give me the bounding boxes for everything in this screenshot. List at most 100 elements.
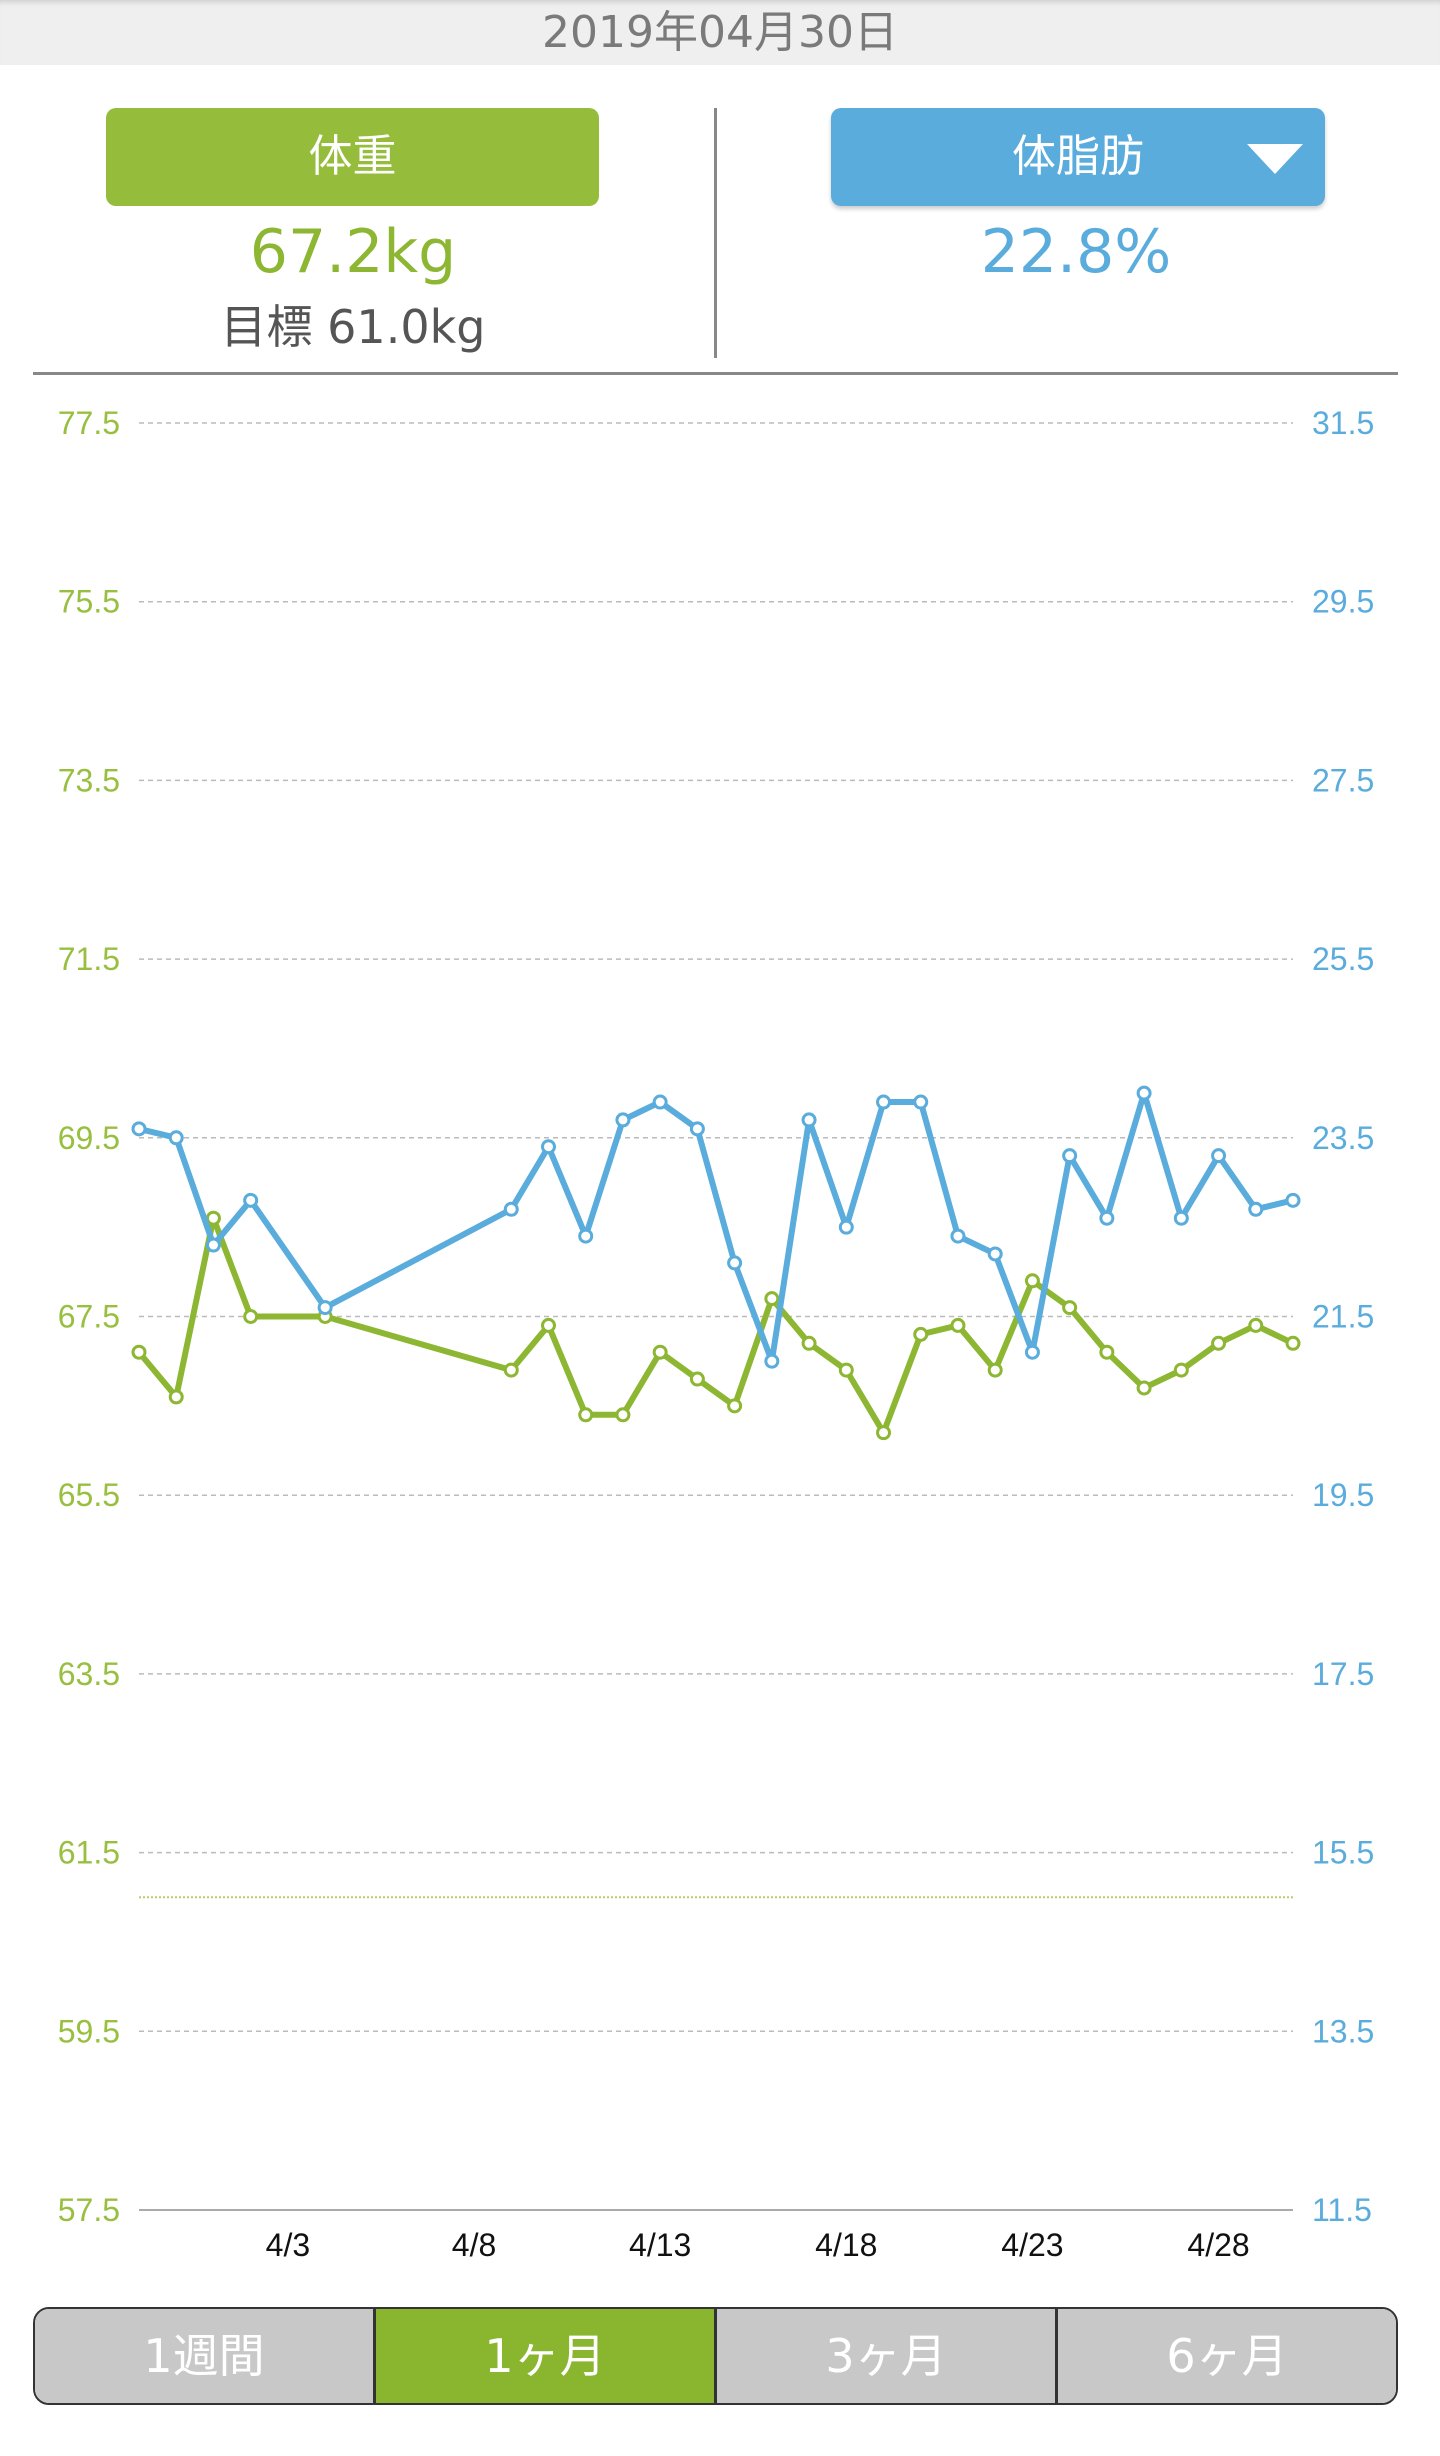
data-point-weight <box>876 1425 892 1441</box>
tab-3[interactable]: 3ヶ月 <box>717 2309 1058 2403</box>
data-point-weight <box>1136 1380 1152 1396</box>
data-point-fat <box>689 1121 705 1137</box>
data-point-weight <box>838 1362 854 1378</box>
data-point-fat <box>950 1228 966 1244</box>
data-point-weight <box>540 1317 556 1333</box>
data-point-fat <box>652 1094 668 1110</box>
y-left-tick-label: 57.5 <box>58 2192 120 2228</box>
weight-value: 67.2kg <box>249 217 457 287</box>
data-point-weight <box>689 1371 705 1387</box>
data-point-fat <box>578 1228 594 1244</box>
data-point-weight <box>652 1344 668 1360</box>
tab-1[interactable]: 1週間 <box>35 2309 376 2403</box>
y-right-tick-label: 25.5 <box>1312 941 1374 977</box>
y-left-tick-label: 71.5 <box>58 941 120 977</box>
data-point-weight <box>503 1362 519 1378</box>
data-point-weight <box>131 1344 147 1360</box>
data-point-fat <box>987 1246 1003 1262</box>
y-left-tick-label: 77.5 <box>58 405 120 441</box>
y-right-tick-label: 19.5 <box>1312 1477 1374 1513</box>
y-left-tick-label: 59.5 <box>58 2013 120 2049</box>
data-point-weight <box>615 1407 631 1423</box>
weight-fat-chart: 77.5 31.5 75.5 29.5 73.5 27.5 71.5 25.5 69.5 23.5… <box>58 405 1375 2263</box>
data-point-weight <box>950 1317 966 1333</box>
data-point-fat <box>1024 1344 1040 1360</box>
tab-4[interactable]: 6ヶ月 <box>1058 2309 1396 2403</box>
data-point-fat <box>205 1237 221 1253</box>
fat-button-label: 体脂肪 <box>1012 131 1144 182</box>
x-tick-label: 4/18 <box>815 2227 877 2263</box>
data-point-fat <box>131 1121 147 1137</box>
data-point-fat <box>801 1112 817 1128</box>
data-point-fat <box>540 1139 556 1155</box>
data-point-weight <box>987 1362 1003 1378</box>
data-point-weight <box>1248 1317 1264 1333</box>
data-point-fat <box>1211 1148 1227 1164</box>
data-point-weight <box>1024 1273 1040 1289</box>
data-point-weight <box>1062 1300 1078 1316</box>
data-point-fat <box>838 1219 854 1235</box>
y-left-tick-label: 63.5 <box>58 1656 120 1692</box>
y-left-tick-label: 69.5 <box>58 1120 120 1156</box>
data-point-weight <box>168 1389 184 1405</box>
data-point-fat <box>1285 1192 1301 1208</box>
x-tick-label: 4/3 <box>266 2227 310 2263</box>
period-tabs: 1週間 1ヶ月 3ヶ月 6ヶ月 <box>33 2307 1398 2405</box>
data-point-weight <box>205 1210 221 1226</box>
y-left-tick-label: 61.5 <box>58 1835 120 1871</box>
y-left-tick-label: 67.5 <box>58 1299 120 1335</box>
series-line-fat <box>138 1090 1294 1365</box>
data-point-fat <box>1062 1148 1078 1164</box>
data-point-fat <box>913 1094 929 1110</box>
data-point-fat <box>168 1130 184 1146</box>
y-right-tick-label: 31.5 <box>1312 405 1374 441</box>
data-point-weight <box>243 1309 259 1324</box>
tab-2[interactable]: 1ヶ月 <box>376 2309 717 2403</box>
data-point-fat <box>876 1094 892 1110</box>
y-right-tick-label: 29.5 <box>1312 584 1374 620</box>
data-point-weight <box>727 1398 743 1414</box>
data-point-fat <box>503 1201 519 1217</box>
data-point-fat <box>1173 1210 1189 1226</box>
data-point-weight <box>764 1291 780 1307</box>
y-right-tick-label: 13.5 <box>1312 2013 1374 2049</box>
data-point-weight <box>913 1326 929 1342</box>
data-point-weight <box>1211 1335 1227 1351</box>
data-point-fat <box>1136 1085 1152 1101</box>
x-tick-label: 4/8 <box>452 2227 496 2263</box>
fat-dropdown-button[interactable]: 体脂肪 <box>831 108 1325 206</box>
weight-button-label: 体重 <box>308 131 397 182</box>
x-tick-label: 4/23 <box>1001 2227 1063 2263</box>
panel-divider <box>714 108 717 358</box>
x-tick-label: 4/28 <box>1187 2227 1249 2263</box>
triangle-down-icon <box>1247 144 1303 174</box>
y-right-tick-label: 17.5 <box>1312 1656 1374 1692</box>
y-right-tick-label: 21.5 <box>1312 1299 1374 1335</box>
data-point-fat <box>727 1255 743 1271</box>
y-right-tick-label: 15.5 <box>1312 1835 1374 1871</box>
data-point-weight <box>1099 1344 1115 1360</box>
y-right-tick-label: 27.5 <box>1312 762 1374 798</box>
y-right-tick-label: 23.5 <box>1312 1120 1374 1156</box>
data-point-fat <box>243 1192 259 1208</box>
fat-value: 22.8% <box>980 217 1172 287</box>
data-point-fat <box>1248 1201 1264 1217</box>
data-point-weight <box>1173 1362 1189 1378</box>
data-point-weight <box>801 1335 817 1351</box>
data-point-fat <box>1099 1210 1115 1226</box>
x-tick-label: 4/13 <box>629 2227 691 2263</box>
weight-goal: 目標 61.0kg <box>220 300 486 354</box>
data-point-fat <box>764 1353 780 1369</box>
y-right-tick-label: 11.5 <box>1312 2192 1372 2228</box>
y-left-tick-label: 65.5 <box>58 1477 120 1513</box>
weight-button[interactable]: 体重 <box>106 108 599 206</box>
data-point-weight <box>578 1407 594 1423</box>
data-point-weight <box>1285 1335 1301 1351</box>
date-header: 2019年04月30日 <box>0 0 1440 65</box>
y-left-tick-label: 75.5 <box>58 584 120 620</box>
header-divider <box>33 372 1398 375</box>
y-left-tick-label: 73.5 <box>58 762 120 798</box>
series-line-weight <box>136 1215 1295 1436</box>
data-point-fat <box>615 1112 631 1128</box>
data-point-fat <box>317 1300 333 1316</box>
